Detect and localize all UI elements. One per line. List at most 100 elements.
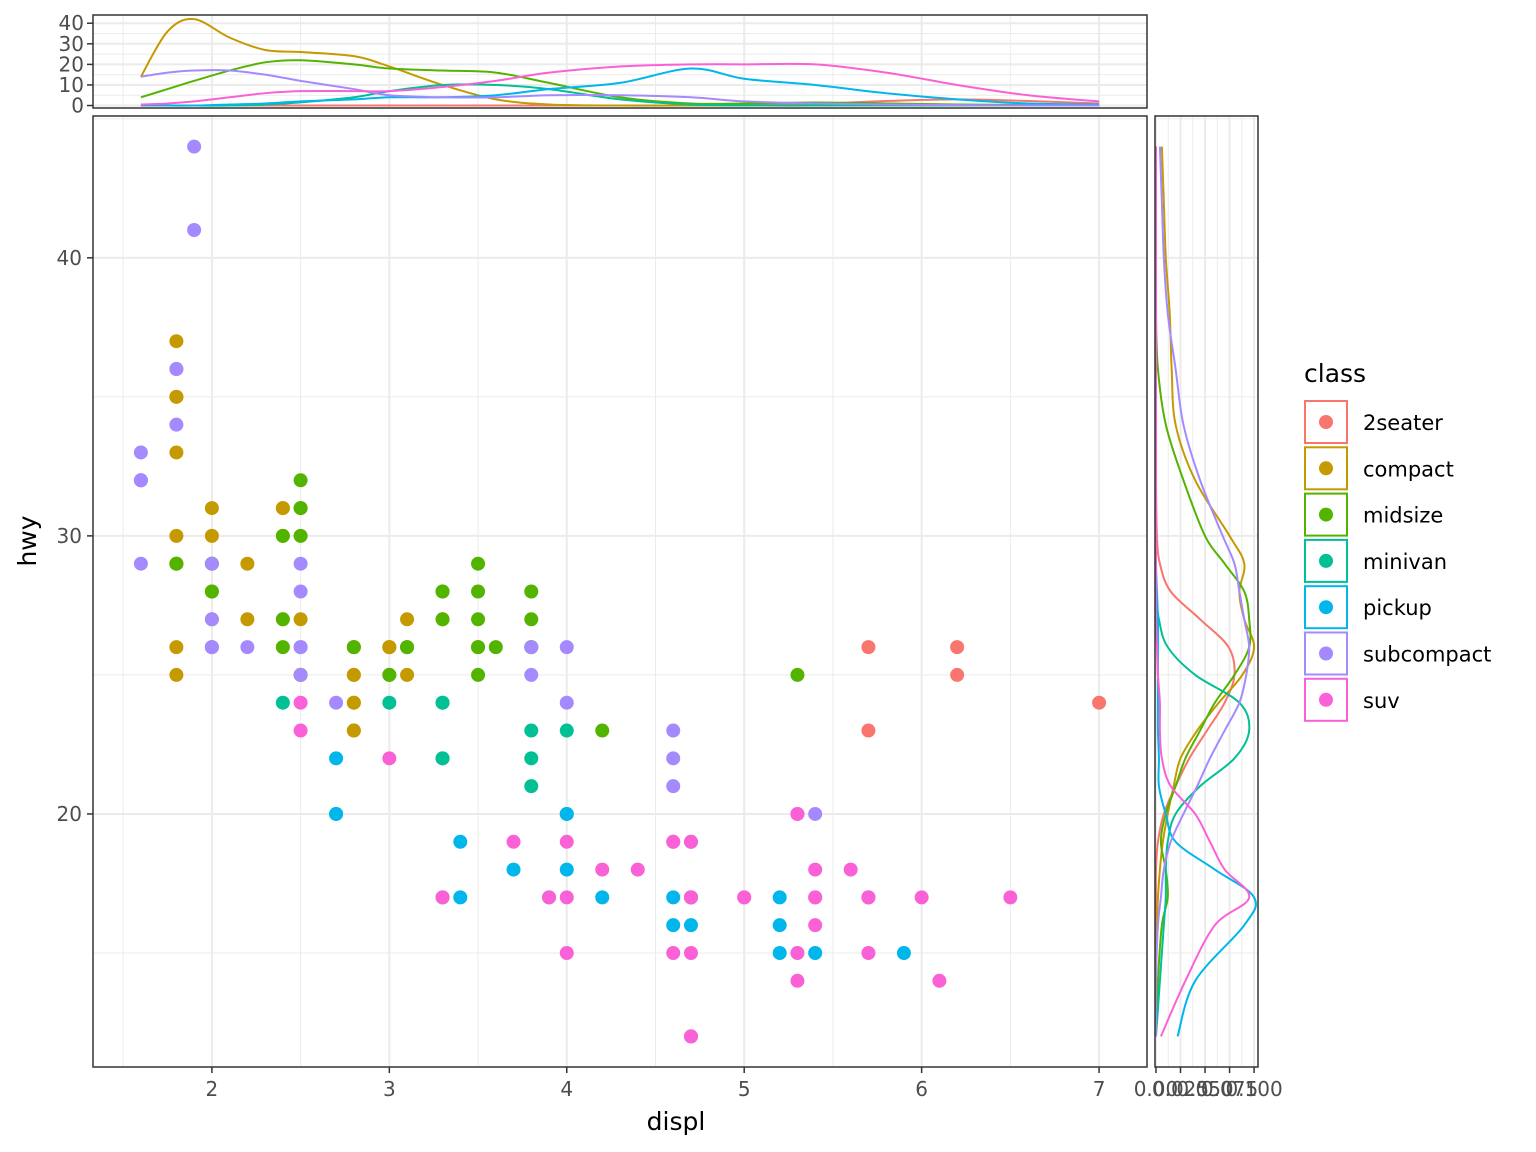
point-compact (169, 445, 184, 460)
point-suv (666, 945, 681, 960)
legend-label-suv: suv (1363, 689, 1400, 713)
point-midsize (435, 584, 450, 599)
x-tick-label: 3 (383, 1077, 396, 1101)
main-panel-background (93, 116, 1147, 1067)
point-minivan (524, 751, 539, 766)
point-subcompact (808, 806, 823, 821)
main-scatter-panel: 2 3 4 5 6 7 20 30 40 (57, 115, 1148, 1101)
x-tick-label: 4 (560, 1077, 573, 1101)
point-midsize (435, 612, 450, 627)
point-midsize (471, 667, 486, 682)
point-subcompact (559, 695, 574, 710)
point-midsize (382, 667, 397, 682)
right-panel-background (1155, 116, 1258, 1067)
point-pickup (329, 806, 344, 821)
right-density-compact (1154, 146, 1256, 1037)
point-midsize (204, 584, 219, 599)
point-suv (559, 834, 574, 849)
legend-key-midsize (1304, 492, 1348, 537)
point-suv (382, 751, 397, 766)
top-y-tick-label: 10 (59, 73, 84, 97)
point-midsize (471, 556, 486, 571)
top-panel-border (92, 14, 1148, 109)
point-pickup (453, 890, 468, 905)
point-minivan (382, 695, 397, 710)
point-subcompact (524, 640, 539, 655)
legend-label-compact: compact (1363, 457, 1454, 481)
point-subcompact (133, 473, 148, 488)
right-density-suv (1154, 146, 1251, 1037)
point-compact (240, 612, 255, 627)
point-suv (790, 973, 805, 988)
point-suv (683, 890, 698, 905)
point-pickup (666, 890, 681, 905)
point-pickup (329, 751, 344, 766)
point-midsize (275, 528, 290, 543)
point-suv (683, 945, 698, 960)
point-subcompact (240, 640, 255, 655)
point-suv (559, 890, 574, 905)
legend-key-subcompact (1304, 631, 1348, 676)
point-subcompact (666, 779, 681, 794)
x-tick-label: 5 (738, 1077, 751, 1101)
y-tick-label: 30 (57, 524, 82, 548)
top-density-subcompact (140, 69, 1100, 107)
point-compact (400, 612, 415, 627)
point-pickup (772, 918, 787, 933)
point-midsize (595, 723, 610, 738)
right-x-tick-label: 0.075 (1201, 1077, 1258, 1101)
point-compact (346, 695, 361, 710)
point-subcompact (187, 139, 202, 154)
point-subcompact (204, 556, 219, 571)
point-midsize (275, 640, 290, 655)
point-subcompact (169, 362, 184, 377)
point-midsize (346, 640, 361, 655)
point-midsize (790, 667, 805, 682)
top-y-tick-label: 30 (59, 32, 84, 56)
point-midsize (293, 501, 308, 516)
point-compact (382, 640, 397, 655)
point-suv (559, 945, 574, 960)
point-subcompact (133, 445, 148, 460)
legend-label-2seater: 2seater (1363, 411, 1443, 435)
legend-label-midsize: midsize (1363, 504, 1443, 528)
point-suv (914, 890, 929, 905)
top-density-pickup (140, 67, 1100, 107)
top-density-suv (140, 62, 1100, 106)
y-tick-label: 40 (57, 246, 82, 270)
point-suv (595, 862, 610, 877)
x-tick-label: 2 (206, 1077, 219, 1101)
point-suv (737, 890, 752, 905)
point-midsize (275, 612, 290, 627)
point-subcompact (666, 751, 681, 766)
point-suv (683, 1029, 698, 1044)
right-density-subcompact (1154, 146, 1251, 1037)
point-compact (346, 723, 361, 738)
point-compact (400, 667, 415, 682)
point-suv (790, 945, 805, 960)
legend-key-2seater (1304, 400, 1348, 444)
point-compact (275, 501, 290, 516)
point-pickup (683, 918, 698, 933)
point-suv (1003, 890, 1018, 905)
point-subcompact (666, 723, 681, 738)
point-suv (808, 862, 823, 877)
point-midsize (293, 473, 308, 488)
point-suv (542, 890, 557, 905)
point-pickup (506, 862, 521, 877)
point-compact (169, 528, 184, 543)
point-subcompact (293, 667, 308, 682)
y-tick-label: 20 (57, 802, 82, 826)
point-compact (169, 667, 184, 682)
legend-title: class (1304, 359, 1366, 388)
point-suv (843, 862, 858, 877)
legend-label-subcompact: subcompact (1363, 643, 1491, 667)
point-midsize (524, 584, 539, 599)
point-suv (932, 973, 947, 988)
point-compact (240, 556, 255, 571)
right-panel-border (1154, 115, 1259, 1068)
point-suv (293, 723, 308, 738)
